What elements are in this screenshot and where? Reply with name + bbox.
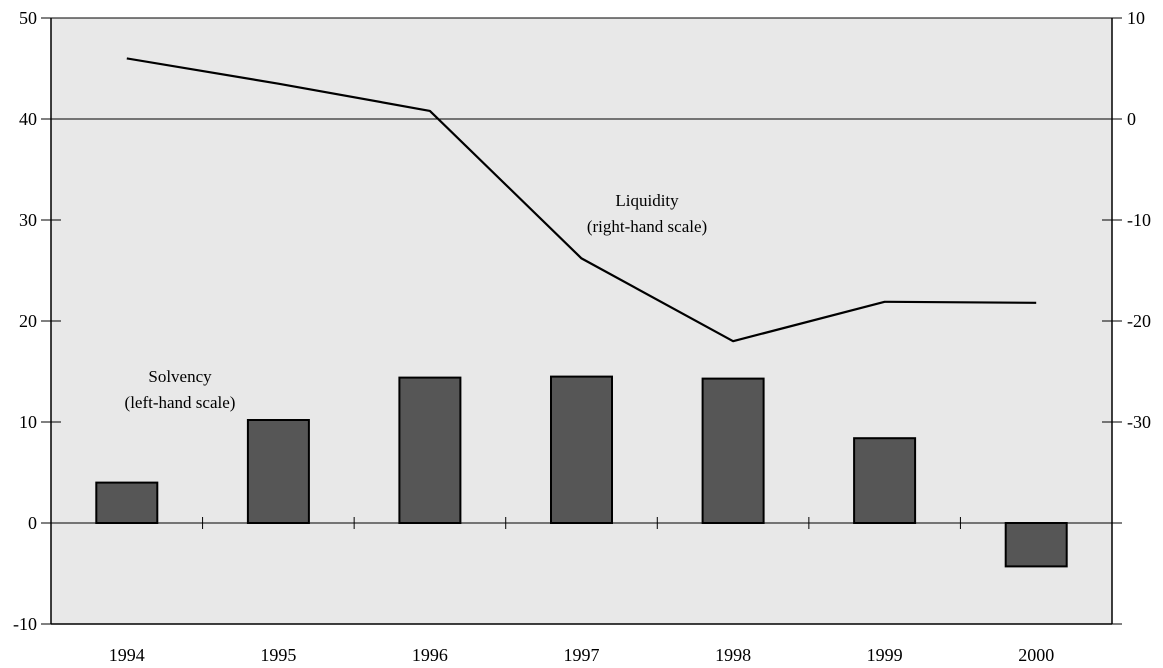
left-tick-label: 0 bbox=[28, 513, 37, 533]
right-axis-ticks: 10 0 -10 -20 -30 bbox=[1102, 8, 1151, 625]
right-tick-label: 10 bbox=[1127, 8, 1145, 28]
bar-1996 bbox=[398, 376, 462, 524]
x-tick-label-1995: 1995 bbox=[260, 645, 296, 665]
bar-1999 bbox=[853, 437, 917, 525]
x-axis-ticks: 1994 1995 1996 1997 1998 1999 2000 bbox=[109, 517, 1054, 665]
left-tick-label: 30 bbox=[19, 210, 37, 230]
left-tick-label: 10 bbox=[19, 412, 37, 432]
left-tick-label: 50 bbox=[19, 8, 37, 28]
right-tick-label: 0 bbox=[1127, 109, 1136, 129]
x-tick-label-1996: 1996 bbox=[412, 645, 448, 665]
solvency-annotation-line1: Solvency bbox=[148, 367, 212, 386]
x-tick-label-1999: 1999 bbox=[867, 645, 903, 665]
plot-area bbox=[51, 18, 1112, 624]
liquidity-annotation-line1: Liquidity bbox=[615, 191, 679, 210]
left-tick-label: 20 bbox=[19, 311, 37, 331]
bar-2000 bbox=[1004, 522, 1068, 568]
x-tick-label-1994: 1994 bbox=[109, 645, 145, 665]
left-axis-ticks: 50 40 30 20 10 0 -10 bbox=[13, 8, 61, 634]
x-tick-label-2000: 2000 bbox=[1018, 645, 1054, 665]
bar-1994 bbox=[95, 481, 159, 525]
left-tick-label: -10 bbox=[13, 614, 37, 634]
bar-1997 bbox=[550, 375, 613, 524]
liquidity-annotation-line2: (right-hand scale) bbox=[587, 217, 707, 236]
left-tick-label: 40 bbox=[19, 109, 37, 129]
solvency-annotation-line2: (left-hand scale) bbox=[125, 393, 236, 412]
x-tick-label-1998: 1998 bbox=[715, 645, 751, 665]
right-tick-label: -20 bbox=[1127, 311, 1151, 331]
x-tick-label-1997: 1997 bbox=[564, 645, 600, 665]
liquidity-line bbox=[126, 57, 1037, 343]
bar-series bbox=[95, 375, 1068, 568]
bar-1998 bbox=[701, 377, 765, 524]
right-tick-label: -10 bbox=[1127, 210, 1151, 230]
bar-1995 bbox=[246, 419, 310, 524]
right-tick-label: -30 bbox=[1127, 412, 1151, 432]
